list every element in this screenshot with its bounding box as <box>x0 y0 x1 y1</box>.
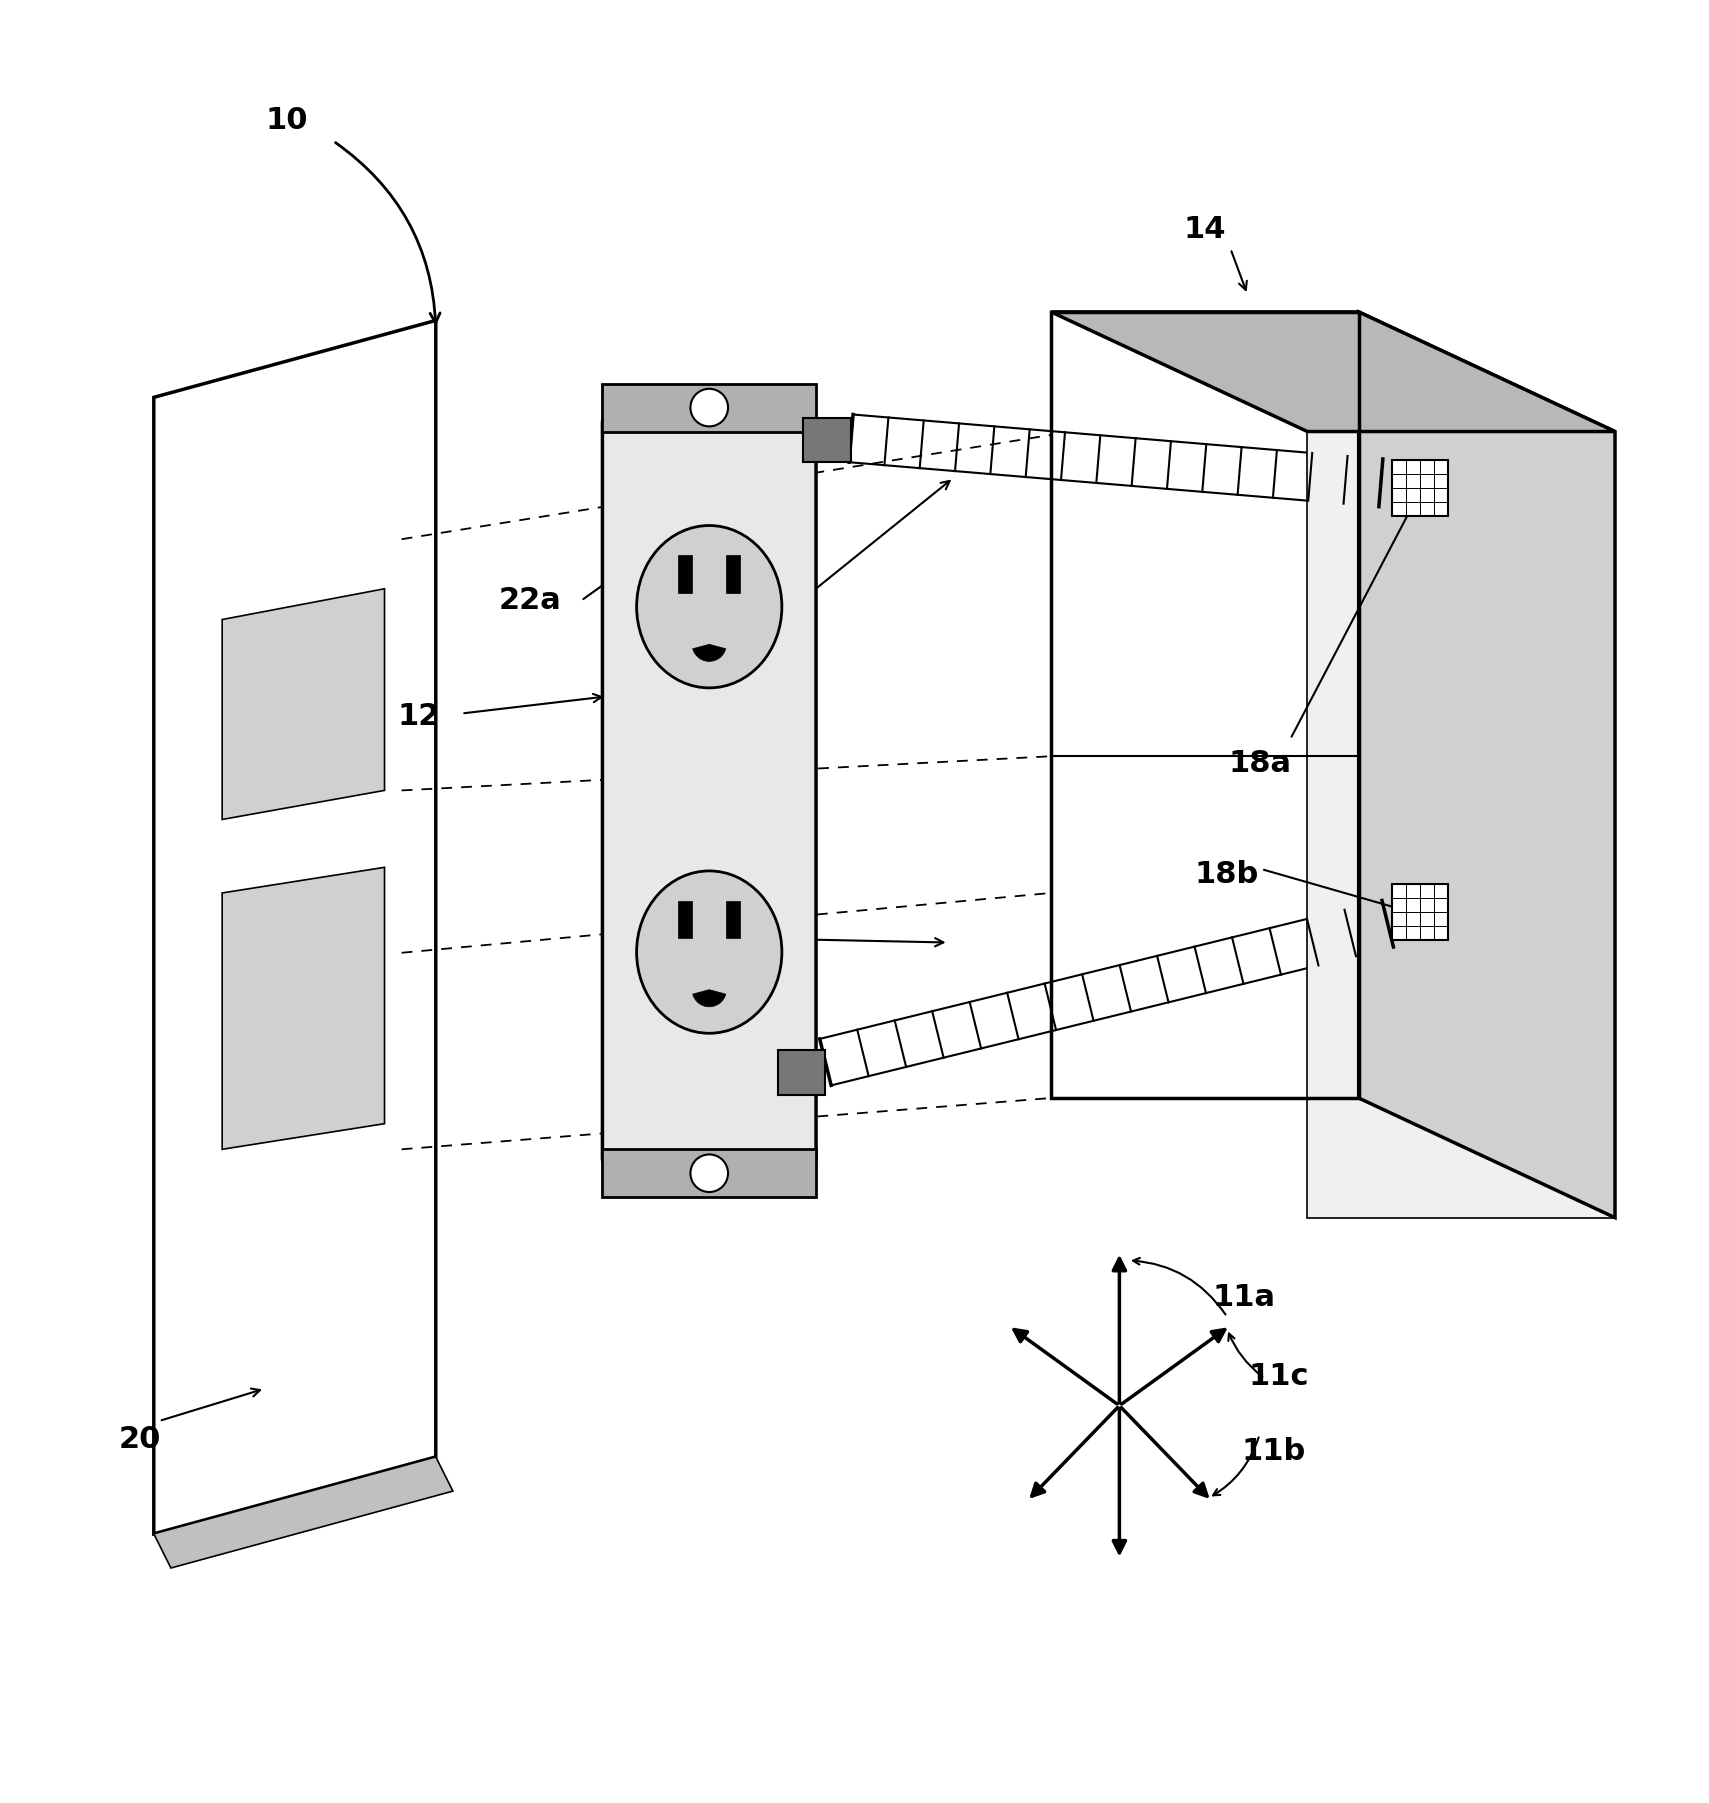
Text: 22a: 22a <box>499 586 561 615</box>
Polygon shape <box>154 321 436 1534</box>
Polygon shape <box>1359 312 1615 1217</box>
Wedge shape <box>692 990 726 1006</box>
Text: 18a: 18a <box>1229 748 1290 777</box>
Polygon shape <box>222 867 385 1149</box>
Bar <box>1391 460 1448 516</box>
FancyBboxPatch shape <box>602 415 815 1167</box>
Ellipse shape <box>636 525 781 689</box>
Text: 11a: 11a <box>1213 1284 1275 1313</box>
Circle shape <box>690 1154 728 1192</box>
Bar <box>803 418 851 462</box>
Wedge shape <box>692 644 726 662</box>
Text: 10: 10 <box>267 106 308 135</box>
Bar <box>726 555 740 593</box>
Polygon shape <box>154 1457 453 1569</box>
Text: 22b: 22b <box>608 981 673 1010</box>
Polygon shape <box>1307 431 1615 1217</box>
Text: 16a: 16a <box>718 593 779 622</box>
Bar <box>1391 883 1448 939</box>
Text: 16b: 16b <box>699 925 764 954</box>
Bar <box>1051 312 1359 1098</box>
Polygon shape <box>1051 312 1615 431</box>
Text: 12: 12 <box>398 703 439 732</box>
Text: 11c: 11c <box>1248 1361 1309 1392</box>
Bar <box>726 902 740 938</box>
Bar <box>602 384 815 431</box>
Bar <box>678 902 692 938</box>
Text: 20: 20 <box>120 1426 161 1455</box>
Polygon shape <box>222 590 385 820</box>
Text: 18b: 18b <box>1195 860 1260 889</box>
Text: 14: 14 <box>1184 215 1225 245</box>
Circle shape <box>690 389 728 426</box>
Ellipse shape <box>636 871 781 1033</box>
Text: 11b: 11b <box>1241 1437 1306 1466</box>
Bar <box>778 1049 825 1094</box>
Bar <box>678 555 692 593</box>
Bar <box>602 1149 815 1197</box>
